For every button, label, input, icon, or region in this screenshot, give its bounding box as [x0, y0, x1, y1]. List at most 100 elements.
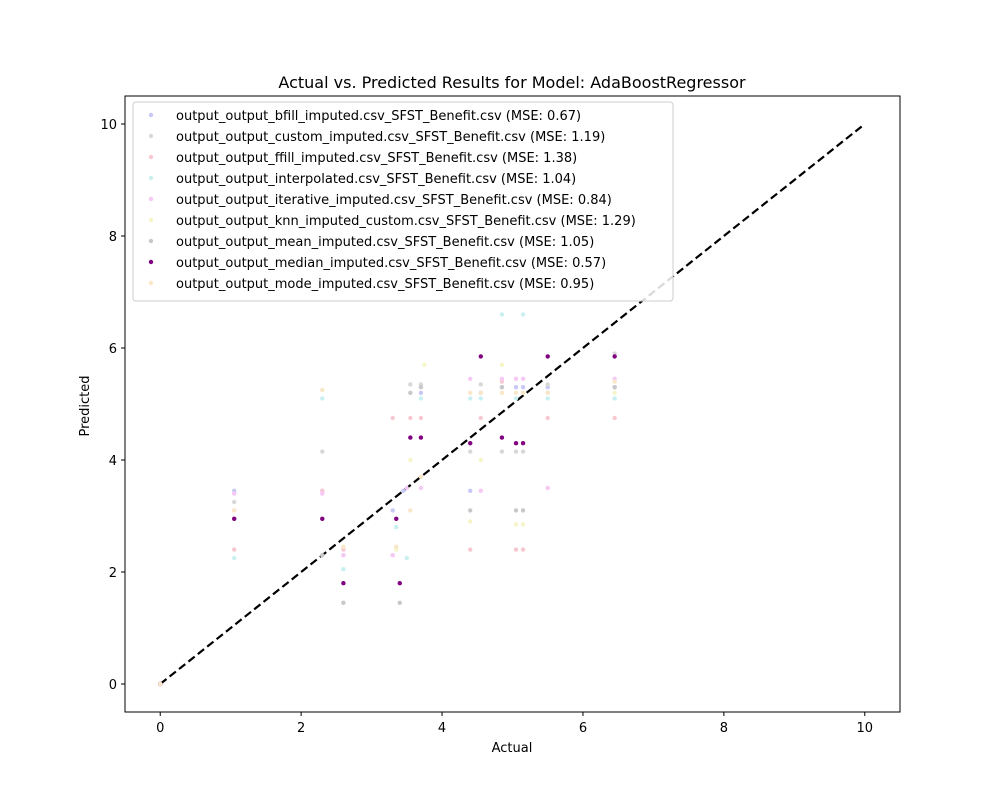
series-5	[158, 376, 617, 687]
data-point	[390, 415, 395, 421]
data-point	[612, 390, 617, 395]
data-point	[418, 474, 424, 479]
legend-label: output_output_knn_imputed_custom.csv_SFS…	[176, 214, 636, 229]
legend-label: output_output_iterative_imputed.csv_SFST…	[176, 193, 612, 208]
data-point	[545, 382, 550, 387]
data-point	[232, 555, 237, 561]
data-point	[612, 396, 617, 401]
legend-label: output_output_ffill_imputed.csv_SFST_Ben…	[176, 151, 577, 166]
data-point	[478, 396, 483, 401]
data-point	[404, 555, 410, 561]
data-point	[499, 390, 505, 395]
data-point	[320, 553, 325, 558]
axes-frame	[124, 95, 901, 713]
legend-label: output_output_interpolated.csv_SFST_Bene…	[176, 172, 576, 187]
data-point	[520, 312, 526, 317]
data-point	[612, 379, 617, 384]
data-point	[468, 376, 473, 381]
data-point	[520, 376, 526, 381]
data-point	[513, 376, 519, 381]
data-point	[390, 508, 395, 513]
data-point	[232, 499, 237, 505]
legend-marker	[148, 133, 154, 139]
data-point	[232, 547, 237, 552]
data-point	[341, 567, 346, 572]
data-point	[418, 396, 424, 401]
data-point	[612, 385, 617, 390]
data-point	[468, 449, 473, 454]
data-point	[394, 516, 399, 521]
data-point	[545, 396, 550, 401]
y-axis-label: Predicted	[78, 375, 93, 436]
data-point	[394, 525, 399, 530]
x-axis-label: Actual	[492, 741, 533, 756]
data-point	[418, 485, 424, 491]
data-point	[408, 435, 413, 440]
data-point	[418, 390, 424, 395]
legend-item: output_output_iterative_imputed.csv_SFST…	[148, 193, 612, 208]
data-point	[545, 485, 550, 491]
y-tick-label: 0	[109, 678, 117, 693]
data-point	[341, 553, 346, 558]
data-point	[478, 488, 483, 493]
legend-marker	[148, 196, 154, 202]
data-point	[545, 354, 550, 359]
legend-box	[132, 101, 674, 302]
data-point	[520, 441, 526, 446]
data-point	[499, 312, 505, 317]
legend-marker	[148, 175, 154, 181]
legend-item: output_output_interpolated.csv_SFST_Bene…	[148, 172, 576, 187]
data-point	[468, 508, 473, 513]
series-9	[158, 379, 617, 687]
data-point	[520, 547, 526, 552]
legend-label: output_output_mode_imputed.csv_SFST_Bene…	[176, 277, 594, 292]
data-point	[545, 415, 550, 421]
data-point	[612, 415, 617, 421]
data-point	[320, 449, 325, 454]
x-tick-label: 6	[579, 721, 587, 736]
data-point	[341, 581, 346, 586]
legend-label: output_output_custom_imputed.csv_SFST_Be…	[176, 130, 605, 145]
axes: 0 2 4 6 8 10 0 2 4 6 8 10	[100, 95, 901, 736]
data-point	[478, 382, 483, 387]
legend-item: output_output_mode_imputed.csv_SFST_Bene…	[148, 277, 594, 292]
data-point	[320, 516, 325, 521]
legend-item: output_output_custom_imputed.csv_SFST_Be…	[148, 130, 605, 145]
data-point	[520, 449, 526, 454]
data-point	[320, 491, 325, 496]
data-point	[468, 396, 473, 401]
data-point	[513, 390, 519, 395]
data-point	[468, 441, 473, 446]
y-tick-label: 6	[109, 342, 117, 357]
legend-item: output_output_bfill_imputed.csv_SFST_Ben…	[148, 109, 581, 124]
data-point	[513, 522, 519, 527]
data-point	[513, 441, 519, 446]
legend-marker	[148, 217, 154, 223]
data-point	[612, 354, 617, 359]
data-point	[499, 362, 505, 367]
data-point	[520, 385, 526, 390]
legend-label: output_output_bfill_imputed.csv_SFST_Ben…	[176, 109, 581, 124]
data-point	[408, 415, 413, 421]
data-point	[513, 449, 519, 454]
legend-label: output_output_mean_imputed.csv_SFST_Bene…	[176, 235, 594, 250]
data-point	[468, 519, 473, 524]
x-tick-label: 2	[297, 721, 305, 736]
data-point	[232, 516, 237, 521]
data-point	[418, 385, 424, 390]
data-point	[478, 415, 483, 421]
data-point	[513, 547, 519, 552]
x-tick-label: 8	[720, 721, 728, 736]
data-point	[499, 385, 505, 390]
data-point	[478, 390, 483, 395]
plot-area	[158, 123, 866, 687]
data-point	[499, 435, 505, 440]
legend-marker	[148, 112, 154, 118]
data-point	[232, 508, 237, 513]
data-point	[478, 354, 483, 359]
data-point	[394, 544, 399, 549]
legend-item: output_output_knn_imputed_custom.csv_SFS…	[148, 214, 636, 229]
data-point	[468, 547, 473, 552]
data-point	[408, 457, 413, 463]
